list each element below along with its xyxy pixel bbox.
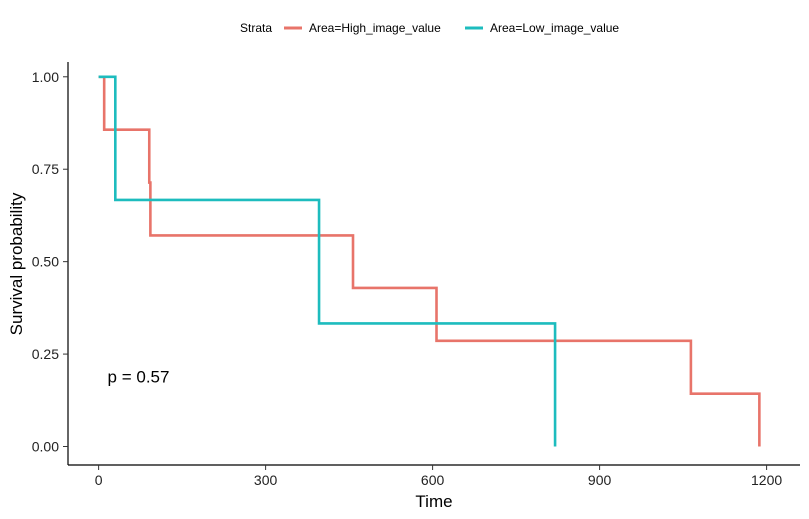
y-tick-label: 0.25	[32, 346, 59, 362]
y-tick-label: 1.00	[32, 69, 59, 85]
legend-label-high: Area=High_image_value	[309, 21, 441, 35]
x-tick-label: 900	[588, 472, 612, 488]
x-tick-label: 300	[254, 472, 278, 488]
x-axis-title: Time	[415, 492, 452, 511]
legend: Strata Area=High_image_value Area=Low_im…	[240, 21, 619, 35]
series-layer	[98, 75, 761, 447]
y-axis-title: Survival probability	[7, 192, 26, 335]
x-tick-label: 600	[421, 472, 445, 488]
series-line-low	[98, 75, 557, 447]
ticks-layer: 0 300 600 900 1200 0.00 0.25 0.50 0.75 1.00	[32, 69, 783, 488]
x-tick-label: 1200	[751, 472, 782, 488]
p-value-annotation: p = 0.57	[108, 367, 170, 386]
legend-title: Strata	[240, 21, 272, 35]
y-tick-label: 0.75	[32, 161, 59, 177]
y-tick-label: 0.50	[32, 254, 59, 270]
y-tick-label: 0.00	[32, 439, 59, 455]
legend-label-low: Area=Low_image_value	[490, 21, 619, 35]
series-line-high	[98, 75, 761, 447]
x-tick-label: 0	[95, 472, 103, 488]
